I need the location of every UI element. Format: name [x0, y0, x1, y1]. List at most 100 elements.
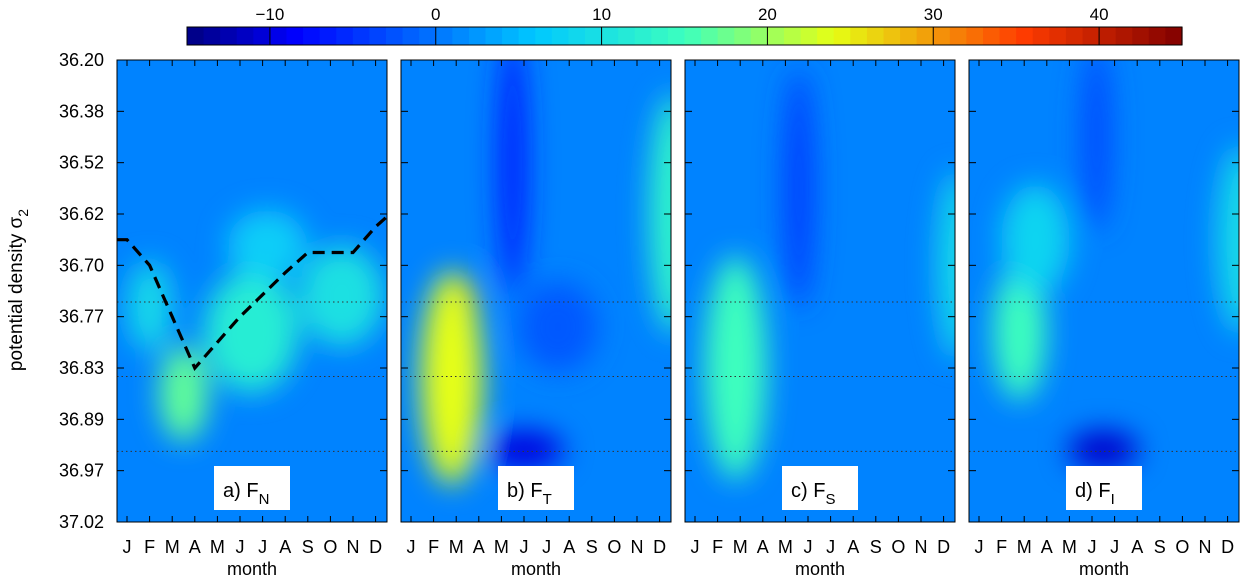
colorbar-segment [618, 27, 636, 45]
x-tick-label: M [778, 537, 793, 557]
x-tick-label: J [975, 537, 984, 557]
y-tick-label: 36.77 [59, 307, 104, 327]
colorbar-segment [253, 27, 271, 45]
x-tick-label: M [733, 537, 748, 557]
y-tick-label: 36.62 [59, 204, 104, 224]
heatmap-feature [420, 271, 483, 485]
colorbar-segment [966, 27, 984, 45]
colorbar-segment [535, 27, 553, 45]
x-tick-label: M [449, 537, 464, 557]
panel-label-subscript: S [825, 491, 835, 508]
y-axis-label: potential density σ2 [6, 209, 31, 371]
x-tick-label: M [165, 537, 180, 557]
colorbar-tick-label: 20 [758, 5, 777, 24]
y-tick-label: 36.52 [59, 153, 104, 173]
colorbar-segment [1065, 27, 1084, 45]
x-tick-label: F [428, 537, 439, 557]
heatmap-feature [204, 271, 298, 393]
colorbar-segment [784, 27, 802, 45]
panel-frame [400, 59, 672, 523]
colorbar-segment [866, 27, 885, 45]
x-tick-label: M [494, 537, 509, 557]
x-tick-label: D [653, 537, 666, 557]
colorbar-segment [1148, 27, 1167, 45]
colorbar-segment [269, 27, 288, 45]
colorbar-segment [1132, 27, 1150, 45]
x-tick-label: A [847, 537, 859, 557]
heatmap-blobs [704, 68, 955, 480]
y-tick-label: 36.97 [59, 461, 104, 481]
panel-label-main: b) F [507, 480, 543, 502]
colorbar-segment [734, 27, 752, 45]
y-axis: 36.20 36.38 36.52 36.62 36.70 36.77 36.83 36.89… [6, 50, 104, 532]
colorbar-segment [667, 27, 686, 45]
panel-label-main: c) F [791, 480, 825, 502]
colorbar-segment [850, 27, 868, 45]
x-tick-label: J [258, 537, 267, 557]
panel-label-main: a) F [223, 480, 259, 502]
colorbar-segment [203, 27, 221, 45]
panel-label: c) FS [782, 466, 858, 510]
x-axis-label: month [795, 559, 845, 579]
x-tick-label: F [144, 537, 155, 557]
x-tick-label: J [407, 537, 416, 557]
heatmap-blobs [993, 60, 1239, 470]
colorbar-segment [435, 27, 453, 45]
y-tick-label: 36.83 [59, 358, 104, 378]
x-tick-label: A [1041, 537, 1053, 557]
heatmap-feature [159, 346, 208, 442]
panel-label-subscript: N [259, 491, 270, 508]
x-tick-label: S [870, 537, 882, 557]
colorbar-segment [1049, 27, 1067, 45]
x-tick-label: N [347, 537, 360, 557]
panel-label: d) FI [1066, 466, 1142, 510]
heatmap-feature [1217, 146, 1239, 334]
heatmap-feature [299, 245, 384, 347]
heatmap-feature [1081, 60, 1112, 231]
colorbar-segment [468, 27, 487, 45]
colorbar-segment [303, 27, 321, 45]
x-tick-label: O [607, 537, 621, 557]
panel-label-text: b) FT [507, 480, 552, 508]
colorbar-segment [1165, 27, 1183, 45]
x-tick-label: N [631, 537, 644, 557]
colorbar-segment [767, 27, 785, 45]
panel-label-box [498, 466, 574, 510]
colorbar-segment [518, 27, 536, 45]
colorbar-segment [634, 27, 652, 45]
x-tick-label: A [279, 537, 291, 557]
colorbar-segment [1115, 27, 1133, 45]
x-tick-label: S [302, 537, 314, 557]
y-tick-label: 36.70 [59, 255, 104, 275]
colorbar-segment [933, 27, 951, 45]
x-tick-label: A [1131, 537, 1143, 557]
panel-label-subscript: T [543, 491, 552, 508]
colorbar-segment [485, 27, 503, 45]
panel-label: a) FN [214, 466, 290, 510]
panel-label-text: d) FI [1075, 480, 1115, 508]
colorbar-segment [286, 27, 304, 45]
colorbar-frame [186, 26, 1183, 46]
x-tick-label: M [1017, 537, 1032, 557]
colorbar-segment [187, 27, 205, 45]
colorbar-segment [999, 27, 1017, 45]
heatmap-feature [497, 60, 528, 295]
colorbar-segment [983, 27, 1001, 45]
colorbar: −10 0 10 20 30 40 [186, 5, 1183, 46]
x-tick-label: J [1110, 537, 1119, 557]
colorbar-segment [601, 27, 619, 45]
colorbar-segment [452, 27, 470, 45]
x-tick-label: D [1221, 537, 1234, 557]
x-axis-label: month [1079, 559, 1129, 579]
colorbar-tick-label: 40 [1090, 5, 1109, 24]
heatmap-feature [1067, 430, 1139, 470]
panel-label-text: a) FN [223, 480, 269, 508]
colorbar-segment [236, 27, 254, 45]
colorbar-segment [916, 27, 934, 45]
heatmap-field [969, 60, 1239, 522]
colorbar-tick-label: −10 [255, 5, 284, 24]
heatmap-feature [227, 210, 308, 280]
panel-label: b) FT [498, 466, 574, 510]
